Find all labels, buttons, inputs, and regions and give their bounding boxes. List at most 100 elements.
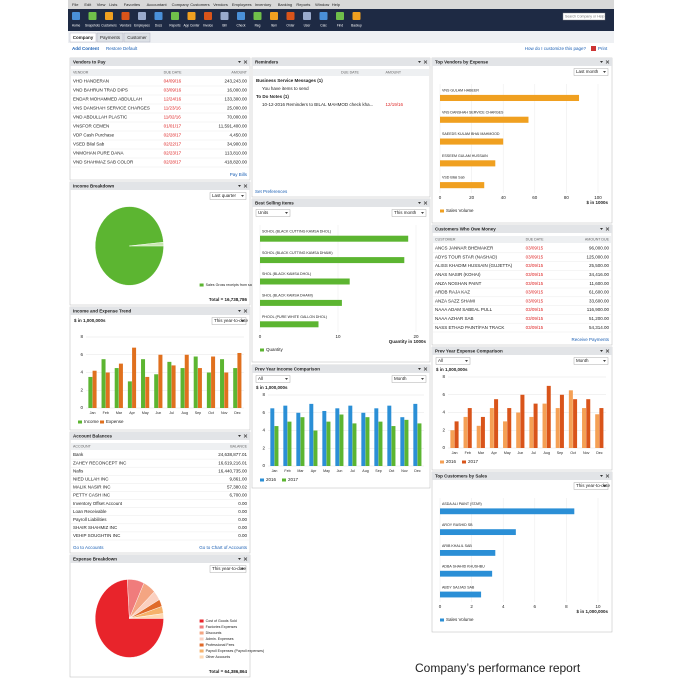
table-cell[interactable]: VND ABDULLAH PLASTIC	[73, 115, 128, 120]
menu-item[interactable]: File	[72, 2, 79, 7]
panel-close-icon[interactable]	[605, 60, 610, 64]
toolbar-icon[interactable]	[105, 12, 113, 20]
toolbar-label[interactable]: Check	[236, 23, 245, 27]
dropdown[interactable]	[573, 357, 609, 365]
toolbar-label[interactable]: Customers	[101, 23, 117, 27]
search-box[interactable]	[562, 12, 606, 21]
toolbar-icon[interactable]	[204, 12, 212, 20]
print-link[interactable]: Print	[598, 46, 608, 51]
dropdown[interactable]	[209, 192, 247, 200]
dropdown[interactable]	[573, 482, 609, 490]
menu-item[interactable]: Vendors	[213, 2, 228, 7]
toolbar-icon[interactable]	[336, 12, 344, 20]
panel-menu-icon[interactable]	[600, 228, 603, 230]
panel-menu-icon[interactable]	[238, 435, 241, 437]
tab-label[interactable]: Payments	[100, 35, 121, 40]
footer-link[interactable]: Go to Accounts	[73, 545, 104, 550]
dropdown[interactable]	[211, 317, 247, 325]
panel-menu-icon[interactable]	[600, 61, 603, 63]
reminder-item[interactable]: To Do Notes (1)	[256, 94, 289, 99]
panel-menu-icon[interactable]	[600, 350, 603, 352]
menu-item[interactable]: Accountant	[147, 2, 168, 7]
toolbar-icon[interactable]	[270, 12, 278, 20]
toolbar-icon[interactable]	[121, 12, 130, 20]
menu-item[interactable]: Edit	[84, 2, 92, 7]
dropdown[interactable]	[209, 565, 247, 573]
panel-menu-icon[interactable]	[238, 61, 241, 63]
panel-close-icon[interactable]	[423, 60, 428, 64]
toolbar-icon[interactable]	[319, 12, 328, 20]
reminder-item[interactable]: You have items to send	[262, 86, 309, 91]
dropdown[interactable]	[573, 68, 609, 76]
dropdown-value[interactable]: All	[438, 358, 443, 363]
dropdown[interactable]	[255, 375, 291, 383]
toolbar-label[interactable]: Bill	[222, 23, 227, 27]
table-cell[interactable]: ANCS JANNAR BHEMAKER	[435, 246, 494, 251]
table-cell[interactable]: VND BAHRUN TRAD DIPS	[73, 88, 128, 93]
table-cell[interactable]: ANAS NASIR (KOHAI)	[435, 272, 481, 277]
menu-item[interactable]: Lists	[109, 2, 117, 7]
menu-item[interactable]: Customers	[190, 2, 209, 7]
dropdown-value[interactable]: Last month	[576, 69, 599, 74]
panel-menu-icon[interactable]	[418, 202, 421, 204]
table-cell[interactable]: VNSFOR CEMEN	[73, 124, 109, 129]
table-cell[interactable]: VNMOHAN PURE DANA	[73, 151, 124, 156]
toolbar-icon[interactable]	[187, 12, 196, 20]
dropdown-value[interactable]: This month	[394, 210, 417, 215]
table-cell[interactable]: ANZA NOSHAN PAINT	[435, 281, 482, 286]
panel-close-icon[interactable]	[243, 184, 248, 188]
table-cell[interactable]: NASS ETHAD PAINT/FAN TRACK	[435, 325, 504, 330]
table-cell[interactable]: ARDB RAJA KAZ	[435, 290, 470, 295]
table-cell[interactable]: VEHIP SOUGHTIN INC	[73, 533, 121, 538]
menu-item[interactable]: Help	[332, 2, 341, 7]
table-cell[interactable]: Loan Receivable	[73, 509, 107, 514]
toolbar-label[interactable]: Item	[271, 23, 278, 27]
panel-close-icon[interactable]	[243, 434, 248, 438]
toolbar-icon[interactable]	[154, 12, 163, 20]
table-cell[interactable]: ANZA SAZZ SHAMI	[435, 298, 475, 303]
table-cell[interactable]: NIED ULLAH INC	[73, 477, 109, 482]
toolbar-icon[interactable]	[286, 12, 295, 20]
menu-item[interactable]: Banking	[278, 2, 292, 7]
add-content-link[interactable]: Add Content	[72, 46, 99, 51]
tab-label[interactable]: Customer	[127, 35, 147, 40]
dropdown-value[interactable]: This year-to-date	[576, 483, 611, 488]
toolbar-label[interactable]: Snapshots	[85, 23, 100, 27]
dropdown[interactable]	[435, 357, 471, 365]
dropdown-value[interactable]: Last quarter	[212, 193, 237, 198]
table-cell[interactable]: ALISS KHADIM HUSSAIN (GUJETTA)	[435, 263, 513, 268]
help-link[interactable]: How do I customize this page?	[525, 46, 587, 51]
toolbar-label[interactable]: Docs	[155, 23, 163, 27]
toolbar-label[interactable]: Order	[286, 23, 295, 27]
toolbar-icon[interactable]	[253, 12, 262, 20]
table-cell[interactable]: ZAHEY RECONCEPT INC	[73, 460, 127, 465]
footer-link[interactable]: Set Preferences	[255, 189, 288, 194]
toolbar-icon[interactable]	[171, 12, 179, 20]
dropdown[interactable]	[255, 209, 291, 217]
menu-item[interactable]: Company	[172, 2, 189, 7]
menu-item[interactable]: Reports	[296, 2, 310, 7]
panel-close-icon[interactable]	[243, 557, 248, 561]
toolbar-label[interactable]: Reg	[255, 23, 261, 27]
reminder-item[interactable]: 10-12-2016 Reminders to BILAL MAHMOD che…	[262, 102, 373, 107]
table-cell[interactable]: ENDAR MOHAMMED ABDULLAH	[73, 97, 142, 102]
table-cell[interactable]: VHD HANDERAN	[73, 79, 109, 84]
panel-menu-icon[interactable]	[418, 61, 421, 63]
toolbar-label[interactable]: User	[304, 23, 312, 27]
menu-item[interactable]: Inventory	[255, 2, 271, 7]
footer-link[interactable]: Pay Bills	[230, 172, 248, 177]
toolbar-label[interactable]: Invoice	[203, 23, 213, 27]
table-cell[interactable]: VNS DANSHAH SERVICE CHARGES	[73, 106, 150, 111]
table-cell[interactable]: Payroll Liabilities	[73, 517, 107, 522]
toolbar-icon[interactable]	[303, 12, 311, 20]
dropdown[interactable]	[391, 209, 427, 217]
toolbar-icon[interactable]	[237, 12, 245, 20]
table-cell[interactable]: ADYS TOUR STAR (NASHAD)	[435, 254, 498, 259]
toolbar-icon[interactable]	[138, 12, 146, 20]
table-cell[interactable]: VSED Bilal Sab	[73, 142, 105, 147]
toolbar-label[interactable]: Calc	[320, 23, 327, 27]
panel-close-icon[interactable]	[605, 349, 610, 353]
panel-menu-icon[interactable]	[238, 558, 241, 560]
toolbar-icon[interactable]	[352, 12, 361, 20]
footer-link[interactable]: Go to Chart of Accounts	[199, 545, 248, 550]
